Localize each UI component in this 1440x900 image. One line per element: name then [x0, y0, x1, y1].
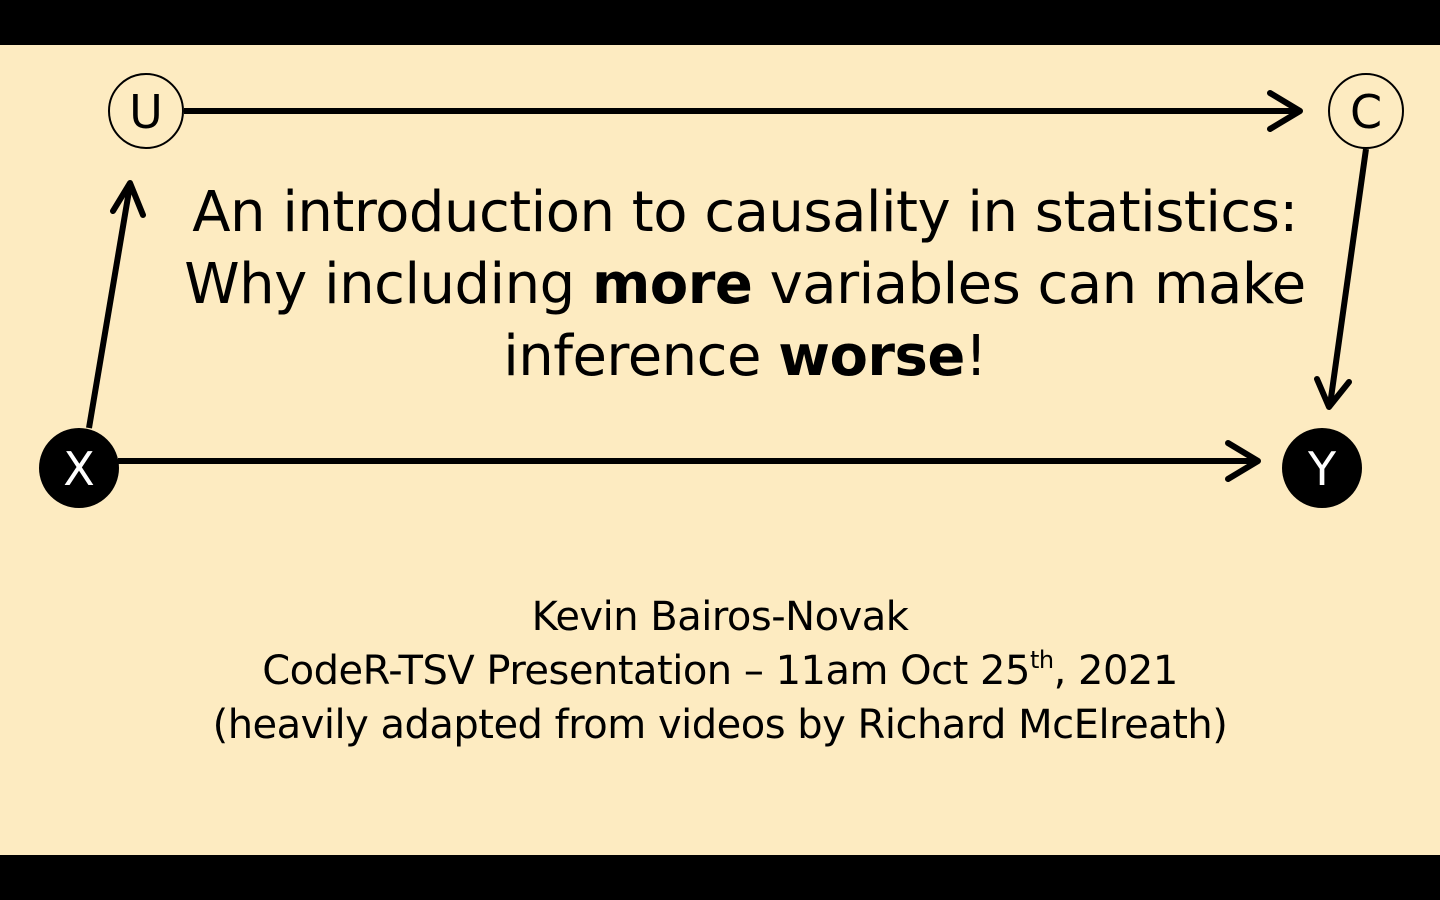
slide-subtitle: Kevin Bairos-Novak CodeR-TSV Presentatio…: [120, 590, 1320, 752]
title-line-1: An introduction to causality in statisti…: [192, 180, 1298, 245]
edge-x-to-y: [118, 440, 1261, 482]
event-line: CodeR-TSV Presentation – 11am Oct 25th, …: [120, 644, 1320, 698]
title-line-2: Why including more variables can make: [170, 249, 1320, 321]
slide-title: An introduction to causality in statisti…: [170, 177, 1320, 393]
title-line-3: inference worse!: [170, 321, 1320, 393]
title-line-3-post: !: [964, 324, 987, 389]
node-c-label: C: [1350, 85, 1382, 139]
node-y-label: Y: [1307, 442, 1337, 496]
event-ordinal-suffix: th: [1029, 646, 1054, 674]
title-line-2-post: variables can make: [752, 252, 1307, 317]
title-line-2-pre: Why including: [184, 252, 592, 317]
event-text: CodeR-TSV Presentation – 11am Oct 25: [262, 648, 1030, 694]
node-x-label: X: [63, 442, 95, 496]
event-year: , 2021: [1053, 648, 1179, 694]
node-c: C: [1328, 73, 1404, 149]
edge-x-to-u: [86, 180, 146, 429]
edge-c-to-y: [1314, 148, 1369, 410]
title-emphasis-more: more: [591, 252, 753, 317]
node-y: Y: [1282, 428, 1362, 508]
credit-line: (heavily adapted from videos by Richard …: [212, 702, 1228, 748]
node-x: X: [39, 428, 119, 508]
title-line-3-pre: inference: [503, 324, 779, 389]
author-name: Kevin Bairos-Novak: [531, 594, 909, 640]
slide: U C X Y An introduction to causality in …: [0, 45, 1440, 855]
causal-dag: U C X Y: [39, 73, 1404, 508]
node-u-label: U: [129, 85, 163, 139]
node-u: U: [108, 73, 184, 149]
title-emphasis-worse: worse: [778, 324, 965, 389]
edge-u-to-c: [184, 90, 1303, 132]
